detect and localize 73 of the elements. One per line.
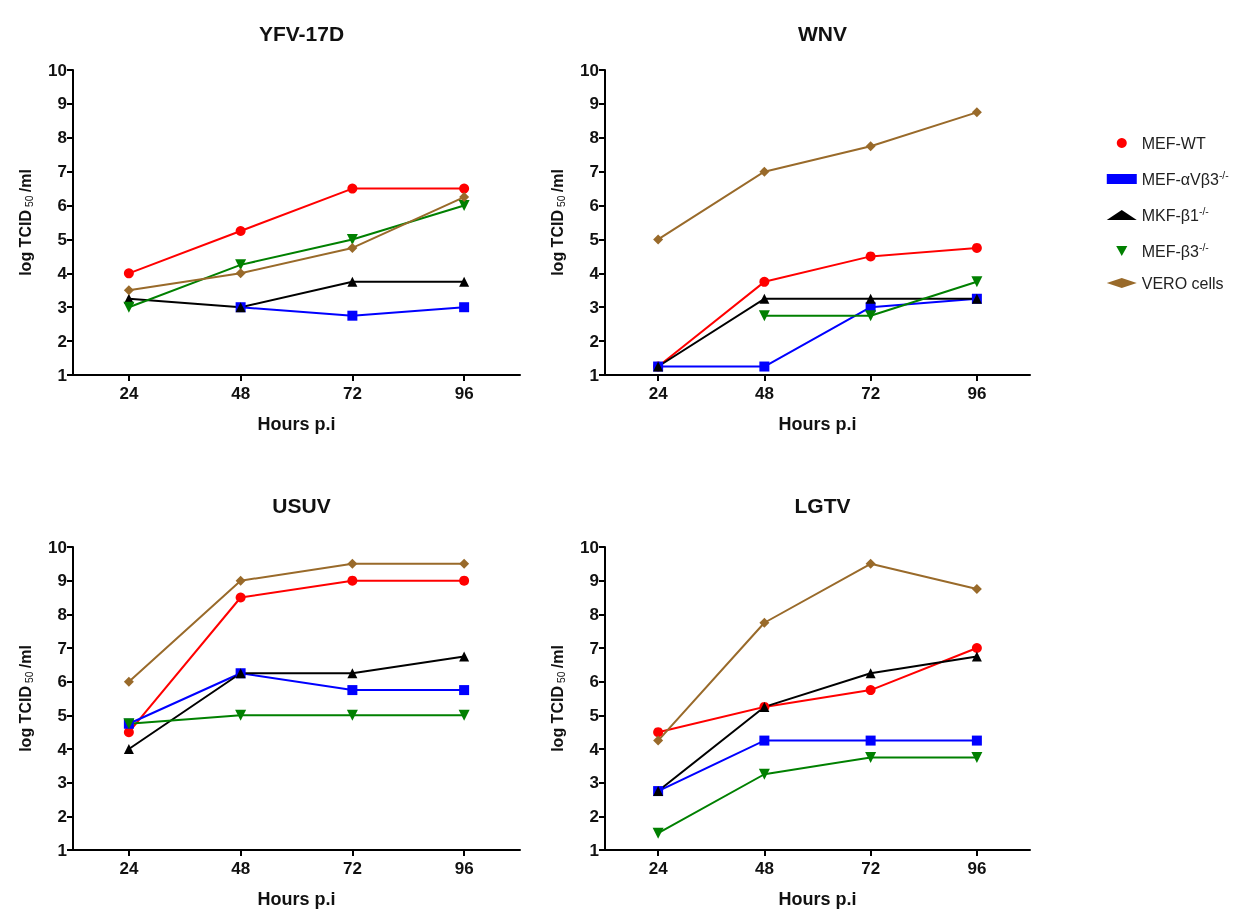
x-tick-label: 96	[454, 859, 474, 878]
chart-title: LGTV	[794, 494, 851, 517]
y-tick-label: 2	[589, 806, 599, 826]
y-tick-label: 10	[48, 60, 67, 80]
y-tick-label: 4	[57, 263, 68, 283]
y-tick-label: 8	[589, 128, 599, 148]
x-tick-label: 96	[454, 384, 474, 403]
x-tick-label: 48	[231, 859, 251, 878]
y-tick-label: 8	[589, 604, 599, 624]
y-tick-label: 6	[589, 672, 599, 692]
legend-label: MEF-β3-/-	[1141, 241, 1209, 260]
y-tick-label: 1	[589, 365, 599, 385]
x-axis-title: Hours p.i	[257, 414, 336, 434]
y-tick-label: 3	[589, 773, 599, 793]
y-tick-label: 7	[589, 638, 599, 658]
x-tick-label: 48	[754, 384, 774, 403]
y-tick-label: 7	[57, 162, 67, 182]
y-tick-label: 3	[57, 297, 67, 317]
y-tick-label: 5	[589, 705, 599, 725]
x-tick-label: 48	[231, 384, 251, 403]
x-tick-label: 72	[342, 384, 362, 403]
y-tick-label: 3	[589, 297, 599, 317]
y-axis-title: log TCID50/ml	[16, 169, 35, 276]
x-tick-label: 24	[119, 384, 139, 403]
y-tick-label: 10	[48, 537, 67, 557]
y-tick-label: 2	[57, 806, 67, 826]
x-tick-label: 48	[754, 859, 774, 878]
y-tick-label: 9	[57, 571, 67, 591]
legend-label: MEF-WT	[1141, 134, 1206, 152]
chart-title: USUV	[272, 494, 331, 517]
y-tick-label: 4	[57, 739, 68, 759]
y-tick-label: 4	[589, 739, 600, 759]
chart-title: YFV-17D	[258, 22, 345, 45]
y-axis-title: log TCID50/ml	[16, 645, 35, 752]
y-tick-label: 7	[589, 162, 599, 182]
x-tick-label: 72	[342, 859, 362, 878]
y-tick-label: 2	[589, 331, 599, 351]
x-tick-label: 72	[861, 859, 881, 878]
y-tick-label: 10	[580, 537, 599, 557]
y-tick-label: 5	[589, 229, 599, 249]
x-tick-label: 96	[967, 384, 987, 403]
y-tick-label: 8	[57, 604, 67, 624]
x-tick-label: 24	[119, 859, 139, 878]
y-axis-title: log TCID50/ml	[548, 645, 567, 752]
y-tick-label: 6	[57, 196, 67, 216]
y-tick-label: 9	[589, 94, 599, 114]
y-tick-label: 10	[580, 60, 599, 80]
y-tick-label: 1	[57, 365, 67, 385]
y-tick-label: 9	[589, 571, 599, 591]
y-tick-label: 5	[57, 229, 67, 249]
y-tick-label: 4	[589, 263, 600, 283]
legend-label: MEF-αVβ3-/-	[1141, 169, 1229, 188]
x-tick-label: 72	[861, 384, 881, 403]
x-axis-title: Hours p.i	[778, 414, 857, 434]
y-tick-label: 2	[57, 331, 67, 351]
chart-title: WNV	[798, 22, 847, 45]
x-tick-label: 96	[967, 859, 987, 878]
y-tick-label: 5	[57, 705, 67, 725]
y-tick-label: 1	[57, 840, 67, 860]
y-tick-label: 8	[57, 128, 67, 148]
legend-label: VERO cells	[1141, 274, 1224, 292]
x-tick-label: 24	[648, 859, 669, 878]
y-tick-label: 1	[589, 840, 599, 860]
y-tick-label: 6	[589, 196, 599, 216]
y-tick-label: 6	[57, 672, 67, 692]
x-tick-label: 24	[648, 384, 669, 403]
y-tick-label: 9	[57, 94, 67, 114]
y-tick-label: 3	[57, 773, 67, 793]
legend-label: MKF-β1-/-	[1141, 205, 1209, 224]
y-tick-label: 7	[57, 638, 67, 658]
x-axis-title: Hours p.i	[257, 889, 336, 909]
x-axis-title: Hours p.i	[778, 889, 857, 909]
y-axis-title: log TCID50/ml	[548, 169, 567, 276]
